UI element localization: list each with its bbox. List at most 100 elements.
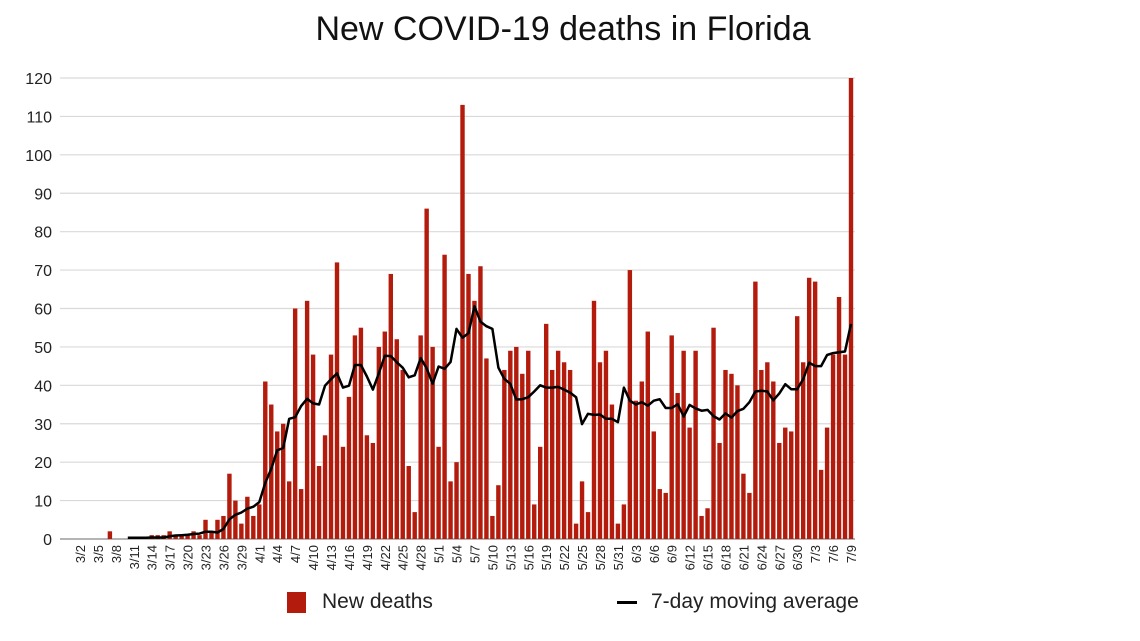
bar bbox=[633, 400, 639, 539]
bar bbox=[502, 369, 507, 539]
bar bbox=[508, 350, 513, 539]
bar bbox=[227, 473, 232, 539]
bar bbox=[107, 531, 113, 539]
bar bbox=[382, 331, 388, 539]
legend-bar-swatch bbox=[287, 591, 306, 613]
bar bbox=[729, 373, 734, 539]
bar bbox=[430, 346, 435, 539]
bar bbox=[400, 369, 405, 539]
y-tick-label: 80 bbox=[34, 225, 52, 242]
bar bbox=[322, 435, 328, 539]
bar bbox=[215, 519, 220, 539]
bar bbox=[615, 523, 621, 539]
y-tick-label: 60 bbox=[34, 302, 52, 319]
bar bbox=[406, 466, 411, 539]
y-tick-label: 90 bbox=[34, 186, 52, 203]
x-tick-label: 6/6 bbox=[647, 545, 662, 563]
bar bbox=[735, 385, 740, 539]
x-tick-label: 6/9 bbox=[665, 545, 680, 563]
bar bbox=[424, 208, 429, 539]
bar bbox=[286, 481, 292, 539]
bar bbox=[412, 512, 417, 539]
bar bbox=[251, 515, 256, 539]
bar bbox=[310, 354, 316, 539]
legend-line-swatch bbox=[617, 600, 637, 604]
bar bbox=[747, 492, 752, 539]
x-tick-label: 4/4 bbox=[270, 545, 285, 563]
bar bbox=[233, 500, 238, 539]
y-tick-label: 40 bbox=[34, 378, 52, 395]
legend-label: 7-day moving average bbox=[651, 590, 859, 613]
bar bbox=[490, 515, 495, 539]
bar bbox=[364, 435, 370, 539]
bar bbox=[340, 446, 346, 539]
bar bbox=[316, 466, 322, 539]
x-tick-label: 5/4 bbox=[450, 545, 465, 563]
bar bbox=[334, 262, 340, 539]
y-tick-label: 70 bbox=[34, 263, 52, 280]
bar bbox=[346, 396, 352, 539]
bar bbox=[848, 78, 854, 539]
bar bbox=[812, 281, 818, 539]
bar bbox=[836, 296, 842, 539]
bar bbox=[597, 362, 603, 539]
bar bbox=[639, 381, 645, 539]
bar bbox=[197, 535, 202, 539]
bar bbox=[328, 354, 334, 539]
x-tick-label: 3/2 bbox=[73, 545, 88, 563]
x-tick-label: 7/3 bbox=[808, 545, 823, 563]
moving-average-line bbox=[127, 304, 853, 540]
bar bbox=[741, 473, 746, 539]
y-tick-label: 0 bbox=[43, 532, 52, 549]
bar bbox=[591, 300, 597, 539]
bar bbox=[454, 462, 459, 539]
bar bbox=[275, 431, 280, 539]
legend-label: New deaths bbox=[322, 590, 433, 613]
bar bbox=[651, 431, 656, 539]
bar bbox=[549, 369, 555, 539]
chart-title: New COVID-19 deaths in Florida bbox=[315, 10, 811, 48]
bar bbox=[352, 335, 358, 539]
bar bbox=[687, 427, 692, 539]
bar bbox=[484, 358, 489, 539]
bar bbox=[532, 504, 537, 539]
x-tick-label: 4/16 bbox=[342, 545, 357, 570]
bar bbox=[538, 446, 543, 539]
y-tick-label: 100 bbox=[25, 148, 52, 165]
bar bbox=[711, 327, 716, 539]
bar bbox=[281, 423, 286, 539]
x-tick-label: 4/10 bbox=[306, 545, 321, 570]
bar bbox=[245, 496, 250, 539]
y-tick-label: 50 bbox=[34, 340, 52, 357]
bar bbox=[376, 346, 382, 539]
x-tick-label: 3/8 bbox=[109, 545, 124, 563]
bar bbox=[800, 362, 806, 539]
bar bbox=[388, 273, 393, 539]
bar bbox=[699, 515, 704, 539]
legend-new-deaths: New deaths bbox=[287, 590, 433, 614]
bar bbox=[621, 504, 627, 539]
bar bbox=[717, 442, 722, 539]
bar bbox=[705, 508, 710, 539]
x-tick-label: 5/1 bbox=[432, 545, 447, 563]
x-tick-label: 3/20 bbox=[181, 545, 196, 570]
bar bbox=[203, 519, 208, 539]
x-tick-label: 3/5 bbox=[91, 545, 106, 563]
x-tick-label: 5/16 bbox=[521, 545, 536, 570]
bar bbox=[603, 350, 609, 539]
x-tick-label: 6/3 bbox=[629, 545, 644, 563]
bar bbox=[795, 316, 800, 539]
bar bbox=[609, 404, 615, 539]
bar bbox=[418, 335, 423, 539]
x-tick-label: 5/10 bbox=[485, 545, 500, 570]
bar bbox=[645, 331, 650, 539]
bar bbox=[765, 362, 770, 539]
bar bbox=[675, 393, 680, 539]
bar bbox=[478, 266, 483, 539]
bar bbox=[263, 381, 268, 539]
bar bbox=[370, 442, 376, 539]
x-tick-label: 7/9 bbox=[844, 545, 859, 563]
x-tick-label: 4/25 bbox=[396, 545, 411, 570]
bar bbox=[824, 427, 830, 539]
